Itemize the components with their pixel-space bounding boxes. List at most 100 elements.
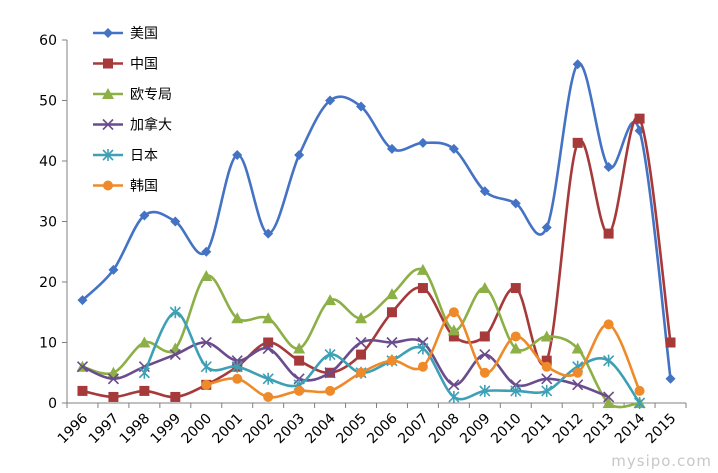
series-5 <box>201 307 645 402</box>
data-point <box>541 355 552 366</box>
data-point <box>138 336 151 348</box>
data-point <box>356 101 367 112</box>
legend-marker <box>102 88 114 99</box>
data-point <box>231 360 243 373</box>
data-point <box>510 384 522 397</box>
data-point <box>170 216 181 227</box>
data-point <box>479 331 490 342</box>
y-tick-label: 30 <box>39 215 57 231</box>
x-tick-label: 2013 <box>581 411 618 448</box>
data-point <box>448 331 459 342</box>
series-2 <box>76 263 646 409</box>
data-point <box>263 337 274 348</box>
data-point <box>510 331 521 342</box>
data-point <box>416 263 429 275</box>
legend-label: 日本 <box>130 148 158 164</box>
legend-item: 美国 <box>93 26 158 42</box>
data-point <box>602 397 615 408</box>
x-tick-label: 1996 <box>55 410 92 447</box>
data-point <box>448 307 459 318</box>
data-point <box>262 312 275 324</box>
data-point <box>325 385 336 396</box>
data-point <box>201 379 212 390</box>
data-point <box>417 361 428 372</box>
data-point <box>169 306 181 319</box>
watermark: mysipo.com <box>611 452 712 470</box>
x-tick-label: 2012 <box>550 411 587 448</box>
y-tick-label: 60 <box>39 33 57 49</box>
data-point <box>479 186 490 197</box>
legend-item: 中国 <box>93 57 158 73</box>
data-point <box>634 397 646 409</box>
x-tick-label: 2010 <box>488 411 525 448</box>
data-point <box>263 391 274 402</box>
data-point <box>169 349 181 361</box>
data-point <box>572 59 583 70</box>
data-point <box>325 95 336 106</box>
data-point <box>355 336 367 349</box>
data-point <box>139 210 150 221</box>
data-point <box>324 294 337 306</box>
legend-marker <box>102 149 114 161</box>
data-point <box>77 385 88 396</box>
data-point <box>76 361 89 373</box>
data-point <box>572 379 584 391</box>
y-tick-label: 10 <box>39 336 57 352</box>
series-layer <box>76 59 676 409</box>
data-point <box>386 143 397 154</box>
data-point <box>108 264 119 275</box>
data-point <box>540 330 553 342</box>
x-tick-label: 1997 <box>86 411 123 448</box>
data-point <box>294 149 305 160</box>
data-point <box>478 282 491 294</box>
y-tick-label: 0 <box>48 396 57 412</box>
data-point <box>509 342 522 354</box>
data-point <box>294 385 305 396</box>
x-tick-label: 2003 <box>271 411 308 448</box>
data-point <box>200 360 212 373</box>
data-point <box>385 288 398 300</box>
data-point <box>355 312 368 324</box>
data-point <box>603 228 614 239</box>
data-point <box>108 391 119 402</box>
legend-label: 韩国 <box>130 179 158 195</box>
data-point <box>541 384 553 397</box>
data-point <box>541 373 553 385</box>
data-point <box>77 295 88 306</box>
data-point <box>572 367 583 378</box>
x-tick-label: 2005 <box>333 411 370 448</box>
data-point <box>510 198 521 209</box>
data-point <box>386 336 398 349</box>
data-point <box>665 373 676 384</box>
data-point <box>603 162 614 173</box>
x-tick-label: 2009 <box>457 411 494 448</box>
x-tick-label: 2007 <box>395 411 432 448</box>
data-point <box>386 355 397 366</box>
data-point <box>634 385 645 396</box>
data-point <box>572 137 583 148</box>
legend-item: 韩国 <box>93 179 158 195</box>
data-point <box>634 113 645 124</box>
x-tick-label: 2014 <box>612 410 649 447</box>
data-point <box>541 222 552 233</box>
data-point <box>200 336 212 349</box>
legend-label: 美国 <box>130 26 158 42</box>
data-point <box>201 246 212 257</box>
data-point <box>138 366 150 379</box>
legend-label: 中国 <box>130 57 158 73</box>
data-point <box>417 342 429 355</box>
data-point <box>603 391 615 403</box>
series-0 <box>77 59 676 384</box>
data-point <box>603 319 614 330</box>
data-point <box>232 373 243 384</box>
legend-marker <box>102 118 114 131</box>
legend-label: 加拿大 <box>130 117 172 134</box>
legend-marker <box>103 58 113 69</box>
data-point <box>541 361 552 372</box>
series-line <box>81 338 610 399</box>
data-point <box>447 324 460 336</box>
data-point <box>262 342 274 355</box>
x-tick-label: 2011 <box>519 411 556 448</box>
x-tick-label: 1998 <box>117 411 154 448</box>
